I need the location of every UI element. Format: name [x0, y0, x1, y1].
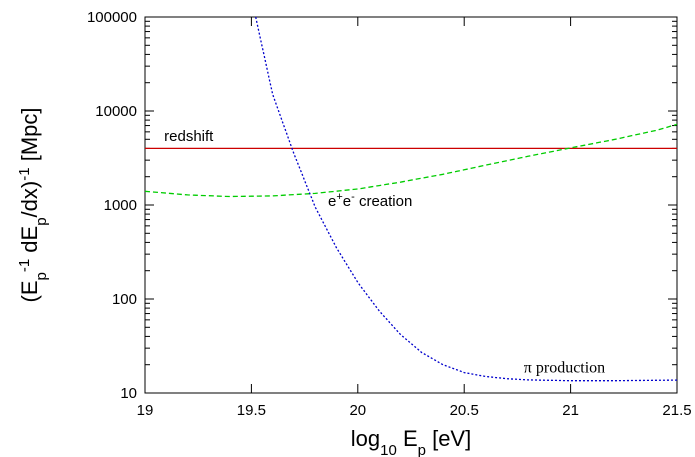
x-tick-label: 20.5 — [450, 402, 479, 419]
series-line-production — [255, 16, 678, 382]
series-line-e-e-creation — [144, 123, 678, 198]
y-tick-label: 1000 — [104, 197, 137, 214]
series — [144, 16, 678, 382]
x-tick-label: 21.5 — [662, 402, 691, 419]
ticks: 19 19.5 20 20.5 21 21.5 10 100 1000 10000 100000 — [87, 9, 692, 419]
y-axis-title: (Ep-1 dEp/dx)-1 [Mpc] — [16, 108, 50, 303]
series-annotation: e+e- creation — [328, 191, 412, 210]
y-tick-label: 10 — [120, 385, 137, 402]
series-annotation: redshift — [164, 128, 214, 145]
annotations: redshift e+e- creation π production — [164, 128, 605, 377]
x-tick-label: 19.5 — [237, 402, 266, 419]
x-tick-label: 21 — [562, 402, 579, 419]
x-axis-title: log10 Ep [eV] — [351, 426, 471, 457]
y-tick-label: 100 — [112, 291, 137, 308]
x-tick-label: 19 — [137, 402, 154, 419]
y-tick-label: 100000 — [87, 9, 137, 26]
y-tick-label: 10000 — [95, 103, 137, 120]
series-annotation: π production — [524, 360, 605, 377]
x-tick-label: 20 — [349, 402, 366, 419]
